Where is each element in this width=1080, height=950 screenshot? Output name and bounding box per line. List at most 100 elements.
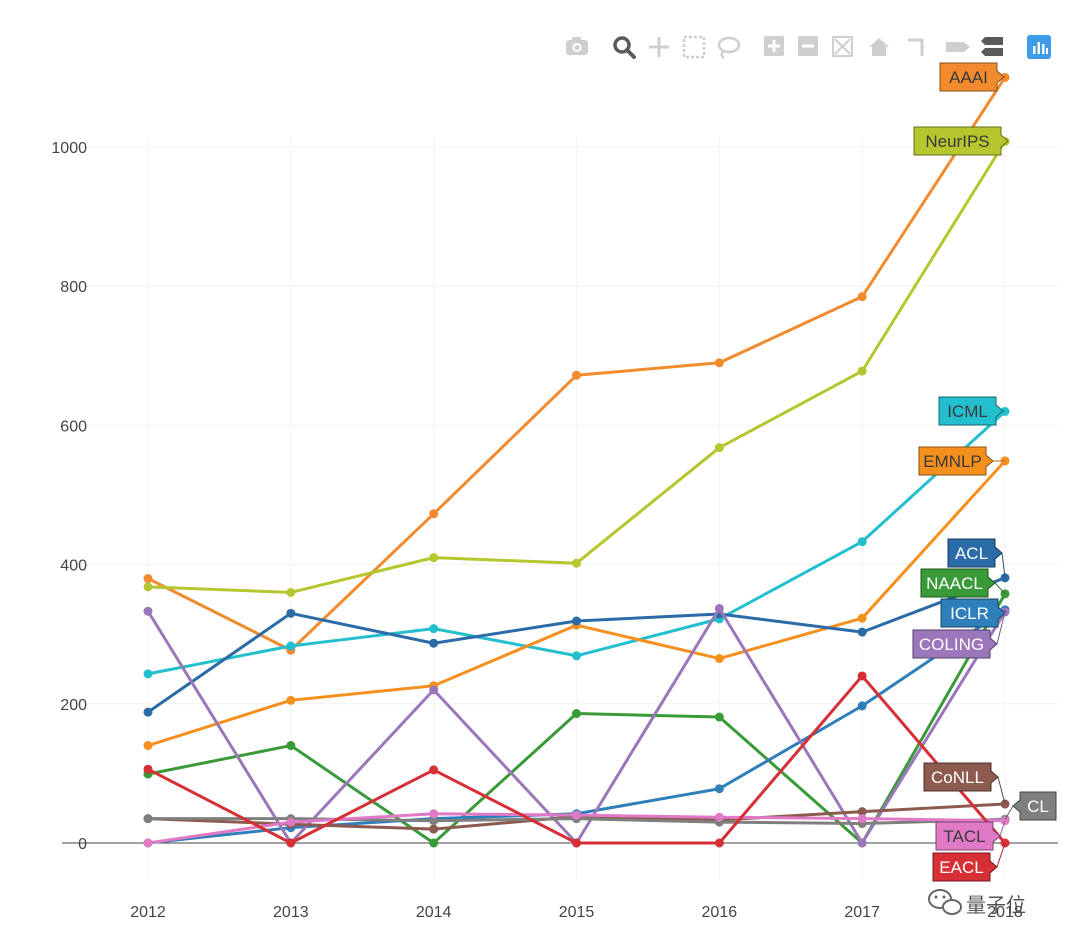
hover-label-box [932,852,998,882]
data-point[interactable] [429,824,439,834]
data-point[interactable] [286,838,296,848]
hover-closest-icon[interactable] [946,42,970,52]
hover-label-box [947,538,1003,568]
hover-label-emnlp: EMNLP [918,446,1006,476]
hover-label-box [912,629,998,659]
data-point[interactable] [714,812,724,822]
data-point[interactable] [857,613,867,623]
hover-label-cl: CL [1004,791,1057,821]
data-point[interactable] [857,838,867,848]
data-point[interactable] [429,765,439,775]
zoom-icon[interactable] [613,36,636,59]
data-point[interactable] [857,671,867,681]
data-point[interactable] [429,816,439,826]
data-point[interactable] [714,443,724,453]
data-point[interactable] [143,764,153,774]
data-point[interactable] [143,838,153,848]
data-point[interactable] [286,641,296,651]
y-tick-label: 800 [60,279,87,296]
hover-label-box [920,568,996,598]
zoom-in-icon[interactable] [764,36,784,56]
hover-label-neurips: NeurIPS [913,126,1009,156]
wechat-icon [928,889,962,915]
data-point[interactable] [572,370,581,380]
data-point[interactable] [857,292,867,302]
data-point[interactable] [143,741,153,751]
data-point[interactable] [429,638,439,648]
data-point[interactable] [143,814,153,824]
data-point[interactable] [857,701,867,711]
hover-label-text: COLING [919,635,984,654]
camera-icon[interactable] [566,37,588,55]
box-select-icon[interactable] [682,35,706,59]
hover-label-text: TACL [943,827,985,846]
data-point[interactable] [429,809,439,819]
autoscale-icon[interactable] [832,36,853,57]
hover-compare-icon[interactable] [981,37,1003,56]
x-tick-label: 2012 [130,904,166,921]
data-point[interactable] [857,366,867,376]
data-point[interactable] [429,509,439,519]
data-point[interactable] [429,685,439,695]
data-point[interactable] [714,358,724,368]
reset-axes-icon[interactable] [869,38,889,56]
data-point[interactable] [714,838,724,848]
data-point[interactable] [572,838,581,848]
hover-label-aaai: AAAI [939,62,1006,92]
data-point[interactable] [572,651,581,661]
hover-label-text: CoNLL [931,768,984,787]
hover-label-text: ICLR [950,604,989,623]
data-point[interactable] [572,616,581,626]
data-point[interactable] [857,627,867,637]
data-point[interactable] [286,741,296,751]
data-point[interactable] [143,574,153,584]
data-point[interactable] [857,814,867,824]
hover-label-box [923,762,999,792]
data-point[interactable] [714,654,724,664]
hover-label-text: ICML [947,402,988,421]
hover-label-text: EACL [939,858,983,877]
series-acl[interactable] [143,573,1010,717]
hover-label-iclr: ICLR [940,598,1006,628]
hover-label-box [938,396,1004,426]
data-point[interactable] [286,817,296,827]
data-point[interactable] [429,553,439,563]
data-point[interactable] [572,709,581,719]
hover-label-text: ACL [955,544,988,563]
data-point[interactable] [143,606,153,616]
hover-label-text: AAAI [949,68,988,87]
hover-label-tacl: TACL [935,820,1006,851]
data-point[interactable] [429,624,439,634]
data-point[interactable] [714,784,724,794]
hover-label-naacl: NAACL [920,568,1006,598]
data-point[interactable] [714,603,724,613]
y-tick-label: 200 [60,697,87,714]
zoom-out-icon[interactable] [798,36,818,56]
data-point[interactable] [857,537,867,547]
hover-label-connector [1001,552,1006,578]
x-tick-label: 2015 [559,904,595,921]
data-point[interactable] [286,695,296,705]
pan-icon[interactable] [649,37,669,57]
y-tick-label: 400 [60,558,87,575]
data-point[interactable] [286,608,296,618]
lasso-select-icon[interactable] [717,36,741,60]
data-point[interactable] [143,582,153,592]
hover-label-text: EMNLP [923,452,982,471]
data-point[interactable] [572,558,581,568]
hover-label-connector [999,820,1006,837]
data-point[interactable] [429,838,439,848]
data-point[interactable] [857,807,867,817]
data-point[interactable] [714,712,724,722]
plotly-logo-icon[interactable] [1027,35,1051,59]
hover-label-connector [994,582,1006,595]
hover-label-box [940,598,1006,628]
data-point[interactable] [143,669,153,679]
y-tick-label: 0 [78,836,87,853]
data-point[interactable] [572,810,581,820]
data-point[interactable] [143,707,153,717]
series-icml[interactable] [143,406,1010,679]
axis-layer: 2012 2013 2014 2015 2016 2017 2018 0 200 400 600 80… [51,140,1022,921]
spike-lines-icon[interactable] [908,38,924,56]
data-point[interactable] [286,587,296,597]
